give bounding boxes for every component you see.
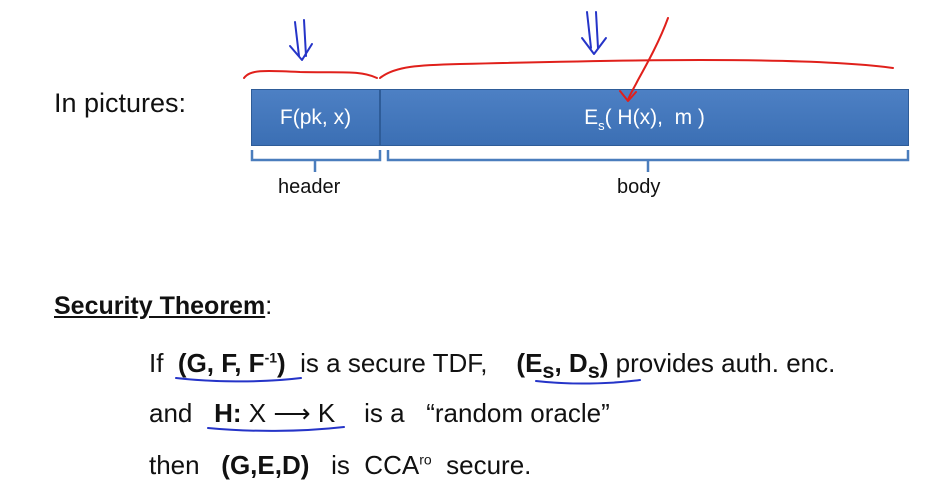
red-arrow-icon — [627, 17, 669, 101]
header-label: header — [278, 176, 341, 198]
theorem-title: Security Theorem: — [54, 292, 273, 320]
underline-hash — [207, 426, 345, 432]
body-box-text: Es( H(x), m ) — [584, 105, 705, 133]
theorem-line-3: then (G,E,D) is CCAro secure. — [149, 450, 532, 480]
header-box: F(pk, x) — [251, 89, 380, 146]
red-brace-body — [379, 59, 894, 79]
blue-down-arrow-icon-body — [581, 11, 607, 55]
underline-tdf — [175, 377, 302, 383]
intro-label: In pictures: — [54, 88, 187, 118]
theorem-line-2: and H: X ⟶ K is a “random oracle” — [149, 398, 610, 428]
theorem-line-1: If (G, F, F-1) is a secure TDF, (Es, Ds)… — [149, 348, 836, 384]
blue-down-arrow-icon-header — [289, 19, 313, 61]
header-box-text: F(pk, x) — [279, 105, 352, 129]
body-label: body — [617, 176, 661, 198]
red-brace-header — [243, 69, 378, 79]
underline-enc — [535, 379, 641, 385]
body-box: Es( H(x), m ) — [380, 89, 909, 146]
